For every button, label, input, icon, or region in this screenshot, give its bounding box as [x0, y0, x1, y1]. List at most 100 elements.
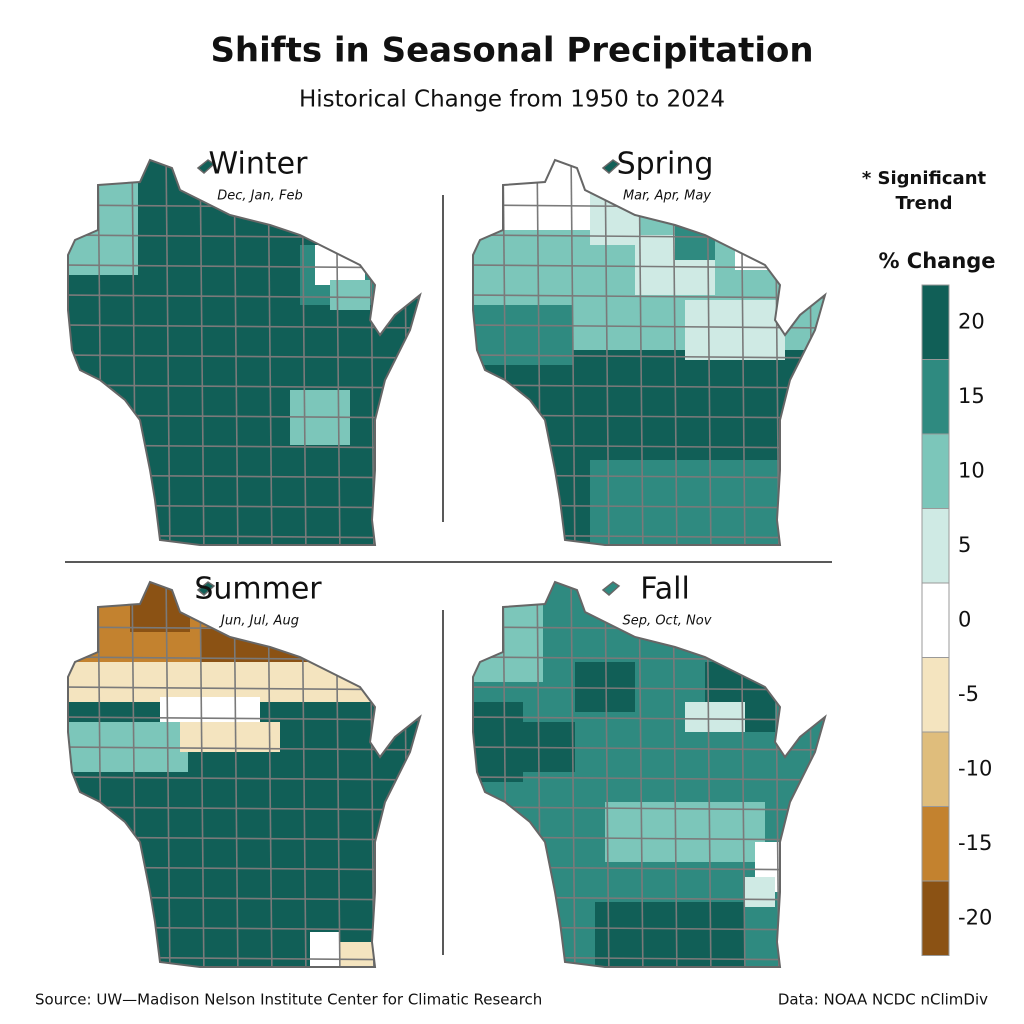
region [685, 702, 745, 732]
county-line [68, 746, 420, 751]
state-outline [472, 580, 827, 968]
state-map [472, 158, 827, 546]
counties [68, 582, 420, 967]
legend-note: Trend [895, 193, 952, 214]
county-line [403, 582, 409, 967]
season-title: Spring [617, 147, 714, 182]
county-line [165, 582, 171, 967]
season-months: Sep, Oct, Nov [623, 614, 712, 629]
region [310, 932, 340, 967]
counties [473, 582, 825, 967]
state-outline [67, 580, 422, 968]
county-line [473, 384, 825, 389]
legend-tick-label: 5 [958, 533, 971, 557]
county-line [68, 716, 420, 721]
state-outline [472, 158, 827, 546]
legend-title: % Change [878, 249, 995, 273]
county-line [233, 582, 239, 967]
state-outline [67, 158, 422, 546]
island [601, 159, 621, 174]
region [68, 662, 378, 702]
legend-swatch [921, 433, 950, 509]
county-line [199, 160, 205, 545]
season-title: Fall [640, 572, 690, 607]
footer-source: Source: UW—Madison Nelson Institute Cent… [35, 991, 542, 1009]
legend-note: * Significant [862, 168, 987, 189]
legend-tick-label: -15 [958, 831, 992, 855]
region [315, 245, 365, 285]
region [595, 902, 745, 967]
legend-tick-label: -5 [958, 682, 979, 706]
island [601, 581, 621, 596]
legend-tick-label: 0 [958, 607, 971, 631]
county-line [473, 324, 825, 329]
season-months: Mar, Apr, May [623, 189, 711, 204]
region [473, 602, 543, 682]
season-title: Winter [209, 147, 309, 182]
state-map [67, 580, 422, 968]
legend-swatch [921, 657, 950, 733]
county-line [68, 776, 420, 781]
county-line [638, 582, 644, 967]
footer-data: Data: NOAA NCDC nClimDiv [778, 991, 988, 1009]
county-line [570, 582, 576, 967]
county-line [199, 582, 205, 967]
legend-swatch [921, 731, 950, 807]
county-line [473, 776, 825, 781]
state-map [67, 158, 422, 546]
legend-swatch [921, 582, 950, 658]
county-line [68, 384, 420, 389]
counties [68, 160, 420, 545]
legend-tick-label: -10 [958, 756, 992, 780]
legend-swatch [921, 284, 950, 360]
legend-swatch [921, 806, 950, 882]
legend-swatch [921, 880, 950, 956]
county-line [165, 160, 171, 545]
season-title: Summer [194, 572, 322, 607]
county-line [68, 294, 420, 299]
county-line [403, 160, 409, 545]
region [590, 460, 780, 545]
region [68, 180, 138, 275]
county-line [604, 582, 610, 967]
counties [473, 160, 825, 545]
county-line [68, 806, 420, 811]
legend-tick-label: 15 [958, 384, 985, 408]
county-line [604, 160, 610, 545]
region [605, 802, 765, 862]
legend-swatch [921, 508, 950, 584]
county-line [473, 746, 825, 751]
legend-swatch [921, 359, 950, 435]
subtitle: Historical Change from 1950 to 2024 [299, 87, 725, 113]
county-line [68, 324, 420, 329]
county-line [473, 806, 825, 811]
county-line [473, 354, 825, 359]
region [675, 210, 715, 260]
island [196, 159, 216, 174]
region [745, 877, 775, 907]
island [196, 581, 216, 596]
legend-tick-label: 10 [958, 458, 985, 482]
region [685, 300, 785, 360]
county-line [570, 160, 576, 545]
region [130, 582, 190, 632]
county-line [808, 160, 814, 545]
county-line [233, 160, 239, 545]
county-line [68, 354, 420, 359]
legend-tick-label: -20 [958, 905, 992, 929]
legend-tick-label: 20 [958, 309, 985, 333]
season-months: Jun, Jul, Aug [218, 614, 299, 629]
region [473, 702, 523, 782]
county-line [638, 160, 644, 545]
region [330, 280, 370, 310]
region [180, 722, 280, 752]
state-map [472, 580, 827, 968]
title: Shifts in Seasonal Precipitation [210, 31, 813, 71]
county-line [473, 294, 825, 299]
county-line [473, 716, 825, 721]
region [200, 627, 320, 667]
region [575, 662, 635, 712]
county-line [808, 582, 814, 967]
